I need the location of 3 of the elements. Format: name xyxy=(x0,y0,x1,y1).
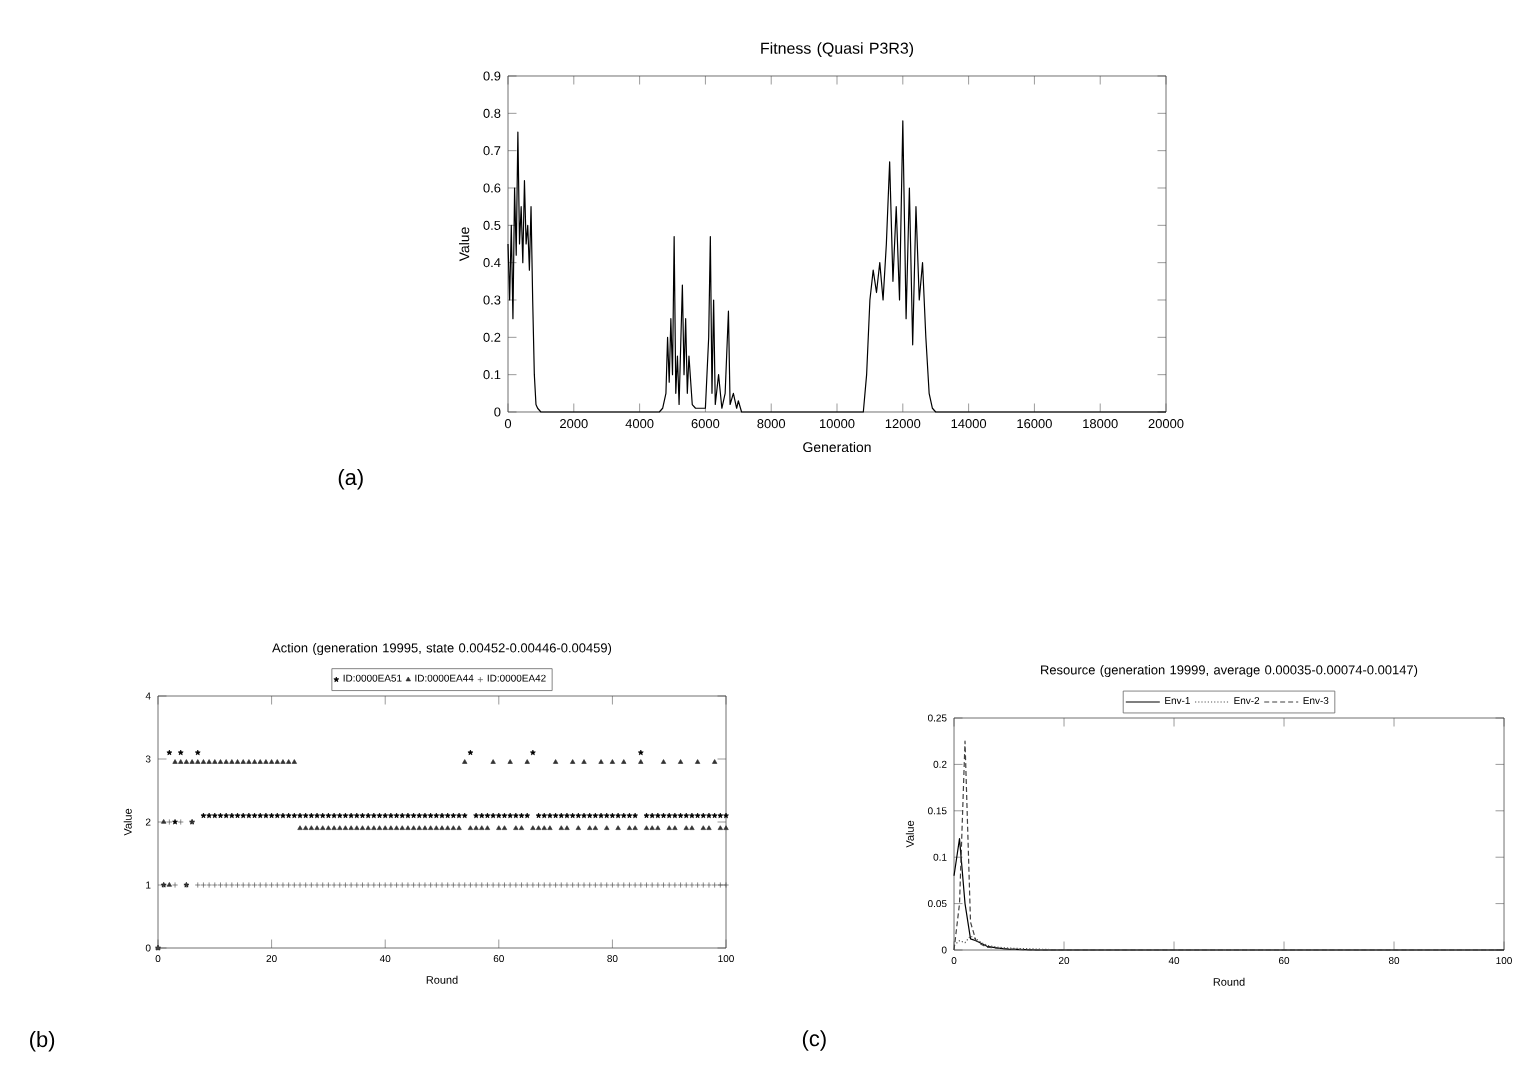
text: (b) xyxy=(30,1031,55,1052)
text: (a) xyxy=(338,468,363,490)
text: (c) xyxy=(802,1030,826,1051)
